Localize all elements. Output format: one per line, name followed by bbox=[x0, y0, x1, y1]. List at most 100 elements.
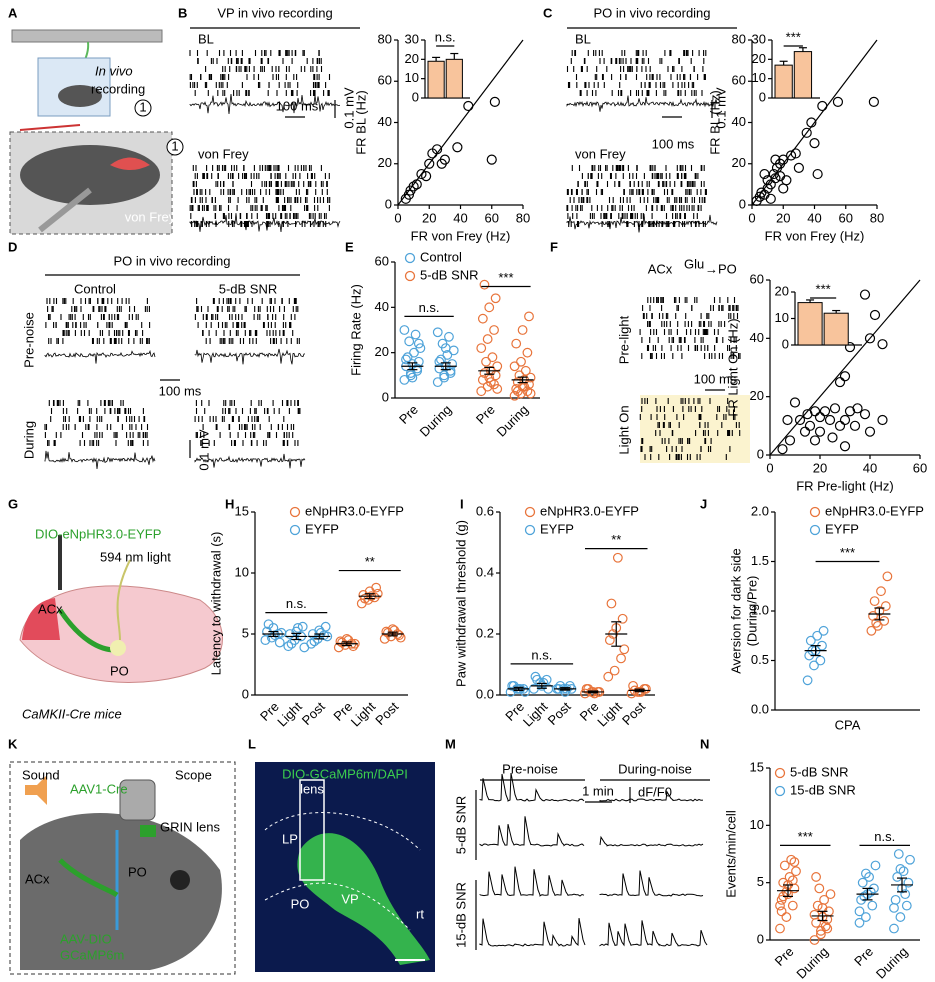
y-tick-label: 20 bbox=[405, 51, 419, 66]
legend-label: 5-dB SNR bbox=[420, 267, 479, 282]
data-point bbox=[805, 635, 816, 646]
data-point bbox=[333, 642, 344, 653]
data-point bbox=[416, 168, 427, 180]
label: Glu bbox=[684, 256, 704, 271]
data-point bbox=[489, 96, 500, 107]
data-point bbox=[405, 368, 416, 378]
panel-letter: G bbox=[8, 496, 18, 511]
data-point bbox=[789, 397, 801, 408]
data-point bbox=[432, 377, 443, 388]
spike-raster bbox=[566, 165, 707, 227]
panel-letter: C bbox=[543, 5, 553, 20]
legend-marker bbox=[524, 524, 536, 536]
data-point bbox=[869, 596, 880, 606]
label: 5-dB SNR bbox=[219, 281, 278, 296]
legend-label: Control bbox=[420, 249, 462, 264]
data-point bbox=[827, 432, 838, 443]
rig-top bbox=[11, 29, 163, 43]
y-tick-label: 5 bbox=[242, 625, 249, 640]
region-outline bbox=[264, 812, 421, 931]
x-tick-label: 20 bbox=[422, 210, 436, 225]
data-point bbox=[905, 854, 915, 865]
label: von Frey bbox=[198, 146, 249, 161]
data-point bbox=[511, 338, 522, 349]
data-point bbox=[409, 347, 419, 358]
legend-label: eNpHR3.0-EYFP bbox=[825, 503, 924, 518]
data-point bbox=[525, 388, 536, 399]
y-tick-label: 30 bbox=[405, 31, 419, 46]
x-tick-label: Light bbox=[274, 699, 305, 730]
data-point bbox=[787, 900, 798, 911]
data-point bbox=[812, 630, 823, 641]
data-point bbox=[794, 414, 806, 426]
y-tick-label: 80 bbox=[378, 31, 392, 46]
eye bbox=[170, 870, 190, 890]
data-point bbox=[490, 293, 501, 304]
x-tick-label: 60 bbox=[839, 210, 853, 225]
y-tick-label: 20 bbox=[752, 51, 766, 66]
spike-raster bbox=[639, 297, 741, 359]
label: During bbox=[21, 421, 36, 459]
data-point bbox=[448, 345, 459, 356]
data-point bbox=[402, 352, 413, 363]
y-axis-label: Events/min/cell bbox=[723, 810, 738, 898]
legend-label: eNpHR3.0-EYFP bbox=[305, 503, 404, 518]
data-point bbox=[775, 900, 785, 911]
label: PO in vivo recording bbox=[113, 253, 230, 268]
y-axis-label: (During/Pre) bbox=[744, 576, 759, 647]
y-tick-label: 20 bbox=[378, 155, 392, 170]
data-point bbox=[781, 912, 792, 922]
panel-letter: M bbox=[445, 736, 456, 751]
spike-raster bbox=[44, 400, 149, 446]
data-point bbox=[812, 900, 823, 911]
data-point bbox=[791, 866, 801, 877]
label: von Frey bbox=[575, 146, 626, 161]
y-tick-label: 40 bbox=[750, 330, 764, 345]
data-point bbox=[804, 420, 816, 431]
data-point bbox=[779, 860, 790, 871]
annotation: n.s. bbox=[874, 829, 895, 844]
calcium-trace bbox=[599, 835, 704, 847]
calcium-trace bbox=[599, 790, 704, 802]
y-tick-label: 30 bbox=[752, 31, 766, 46]
label: AAV1-Cre bbox=[70, 781, 128, 796]
label: Pre-noise bbox=[502, 761, 558, 776]
spike-raster bbox=[189, 165, 331, 227]
data-point bbox=[811, 872, 821, 882]
data-point bbox=[784, 435, 796, 446]
spike-raster bbox=[45, 298, 151, 344]
x-tick-label: 80 bbox=[870, 210, 884, 225]
label: recording bbox=[91, 81, 145, 96]
data-point bbox=[476, 386, 487, 397]
y-tick-label: 10 bbox=[750, 817, 764, 832]
data-point bbox=[770, 173, 781, 184]
data-point bbox=[809, 435, 821, 446]
data-point bbox=[809, 406, 821, 417]
data-point bbox=[439, 370, 450, 381]
data-point bbox=[809, 138, 820, 149]
label: Control bbox=[74, 281, 116, 296]
y-tick-label: 60 bbox=[375, 253, 389, 268]
x-tick-label: During bbox=[793, 944, 831, 982]
data-point bbox=[617, 613, 628, 624]
panel-letter: K bbox=[8, 736, 18, 751]
data-point bbox=[439, 154, 450, 165]
x-tick-label: 40 bbox=[807, 210, 821, 225]
data-point bbox=[395, 632, 406, 643]
data-point bbox=[901, 900, 912, 911]
spike-raster bbox=[189, 50, 331, 96]
x-tick-label: 60 bbox=[913, 460, 927, 475]
po-target bbox=[110, 640, 126, 656]
voltage-trace bbox=[189, 94, 341, 114]
data-point bbox=[793, 162, 804, 173]
identity-line bbox=[751, 39, 878, 206]
data-point bbox=[492, 384, 503, 394]
y-tick-label: 0.4 bbox=[476, 564, 494, 579]
data-point bbox=[487, 352, 498, 363]
x-tick-label: 0 bbox=[766, 460, 773, 475]
data-point bbox=[476, 343, 487, 354]
data-point bbox=[283, 641, 294, 652]
label: 594 nm light bbox=[100, 549, 171, 564]
data-point bbox=[882, 571, 893, 582]
